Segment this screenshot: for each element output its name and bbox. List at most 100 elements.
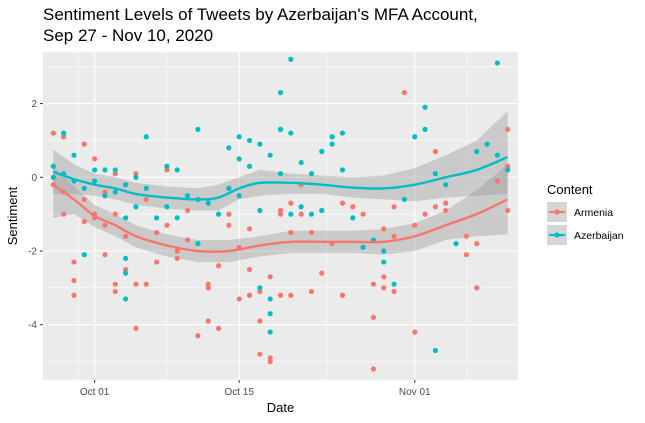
data-point-azerbaijan: [267, 329, 273, 335]
data-point-armenia: [112, 281, 118, 287]
legend-label-azerbaijan: Azerbaijan: [574, 230, 624, 242]
data-point-azerbaijan: [123, 215, 129, 221]
data-point-azerbaijan: [267, 152, 273, 158]
data-point-armenia: [360, 211, 366, 217]
data-point-azerbaijan: [246, 163, 253, 169]
data-point-armenia: [463, 252, 469, 258]
data-point-azerbaijan: [112, 189, 118, 195]
data-point-azerbaijan: [92, 167, 98, 173]
data-point-armenia: [277, 207, 284, 214]
data-point-azerbaijan: [277, 171, 284, 177]
data-point-armenia: [164, 167, 170, 173]
data-point-azerbaijan: [308, 211, 315, 217]
legend: Content Armenia Azerbaijan: [547, 182, 624, 245]
data-point-armenia: [463, 233, 469, 239]
smooth-line-armenia: [52, 183, 509, 253]
data-point-azerbaijan: [288, 211, 294, 217]
data-point-armenia: [257, 318, 263, 324]
data-point-azerbaijan: [381, 248, 387, 254]
data-point-azerbaijan: [123, 255, 129, 261]
data-point-armenia: [391, 204, 397, 210]
data-point-armenia: [412, 222, 418, 228]
data-point-armenia: [81, 196, 87, 203]
data-point-azerbaijan: [298, 159, 304, 166]
y-tick-label: -4: [28, 320, 37, 331]
data-point-azerbaijan: [474, 148, 480, 155]
smooth-lines: [52, 155, 509, 253]
data-point-azerbaijan: [133, 204, 139, 210]
data-point-armenia: [102, 222, 108, 228]
data-point-azerbaijan: [81, 252, 87, 258]
data-point-armenia: [112, 171, 118, 177]
data-point-armenia: [184, 207, 191, 214]
y-tick-label: 0: [31, 173, 37, 184]
x-axis-label: Date: [267, 400, 294, 415]
data-point-azerbaijan: [329, 141, 335, 147]
data-point-armenia: [71, 292, 77, 298]
data-point-armenia: [432, 204, 438, 210]
data-point-armenia: [257, 288, 263, 295]
data-point-azerbaijan: [50, 163, 56, 169]
data-point-armenia: [184, 237, 191, 243]
data-point-azerbaijan: [277, 89, 284, 96]
data-point-armenia: [277, 211, 284, 217]
data-point-azerbaijan: [391, 281, 397, 287]
data-point-armenia: [112, 211, 118, 217]
data-point-armenia: [288, 200, 294, 206]
data-point-armenia: [370, 281, 377, 287]
data-point-armenia: [401, 89, 408, 96]
data-points: [50, 56, 511, 372]
data-point-azerbaijan: [339, 130, 346, 136]
data-point-armenia: [61, 211, 67, 217]
data-point-azerbaijan: [267, 296, 273, 302]
data-point-azerbaijan: [61, 130, 67, 136]
data-point-armenia: [61, 134, 67, 140]
legend-label-armenia: Armenia: [574, 207, 613, 219]
data-point-azerbaijan: [153, 215, 160, 221]
data-point-armenia: [370, 366, 377, 372]
data-point-armenia: [50, 130, 56, 136]
data-point-armenia: [123, 266, 129, 273]
y-axis-label: Sentiment: [5, 186, 20, 245]
data-point-azerbaijan: [339, 167, 346, 173]
data-point-azerbaijan: [505, 167, 511, 173]
data-point-azerbaijan: [143, 185, 149, 191]
data-point-armenia: [246, 226, 253, 232]
data-point-azerbaijan: [205, 200, 211, 206]
data-point-azerbaijan: [123, 182, 129, 188]
legend-point-armenia: [554, 209, 560, 215]
data-point-azerbaijan: [257, 285, 263, 291]
data-point-azerbaijan: [195, 241, 201, 247]
y-tick-label: -2: [28, 247, 37, 258]
data-point-armenia: [246, 292, 253, 298]
data-point-armenia: [391, 288, 397, 295]
data-point-azerbaijan: [246, 137, 253, 144]
data-point-armenia: [174, 255, 180, 261]
data-point-azerbaijan: [288, 56, 294, 62]
data-point-armenia: [370, 314, 377, 320]
data-point-azerbaijan: [319, 148, 325, 155]
data-point-armenia: [153, 259, 160, 265]
data-point-azerbaijan: [494, 60, 500, 66]
data-point-armenia: [81, 141, 87, 147]
chart-title: Sentiment Levels of Tweets by Azerbaijan…: [43, 5, 478, 24]
data-point-azerbaijan: [308, 171, 315, 177]
data-point-azerbaijan: [422, 126, 428, 132]
data-point-azerbaijan: [257, 207, 263, 214]
data-point-azerbaijan: [226, 145, 232, 151]
data-point-azerbaijan: [443, 182, 449, 188]
data-point-azerbaijan: [102, 167, 108, 173]
data-point-armenia: [143, 196, 149, 203]
data-point-armenia: [81, 218, 87, 225]
data-point-azerbaijan: [215, 211, 222, 217]
data-point-azerbaijan: [350, 215, 356, 221]
data-point-armenia: [308, 288, 315, 295]
data-point-armenia: [494, 178, 500, 184]
data-point-armenia: [226, 222, 232, 228]
data-point-armenia: [153, 229, 160, 236]
data-point-armenia: [112, 288, 118, 295]
data-point-armenia: [350, 204, 356, 210]
data-point-armenia: [236, 296, 242, 302]
